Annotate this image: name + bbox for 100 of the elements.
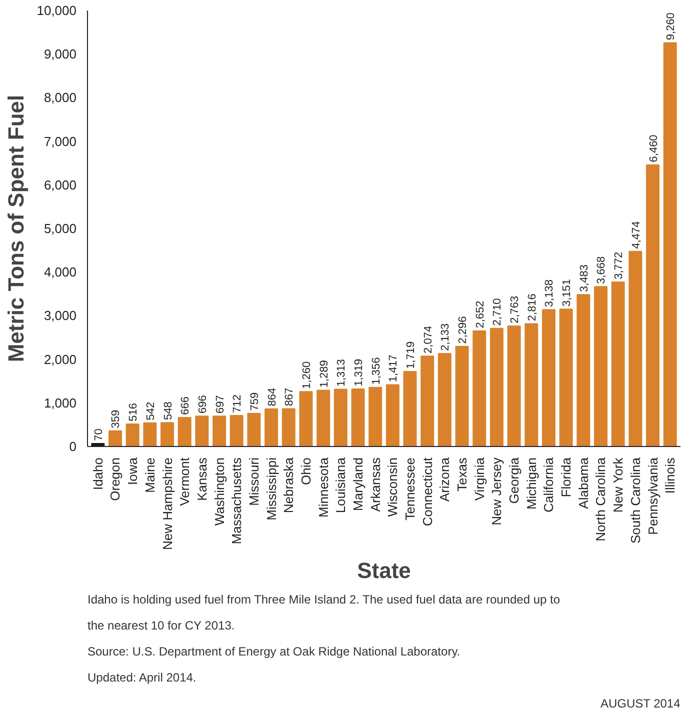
bar [316, 390, 330, 446]
x-tick-label: Alabama [576, 456, 591, 509]
data-label: 3,483 [578, 264, 590, 292]
y-axis-title: Metric Tons of Spent Fuel [4, 94, 29, 362]
x-tick-label: North Carolina [593, 456, 608, 542]
data-label: 2,710 [492, 298, 504, 326]
x-tick-label: Arizona [437, 456, 452, 502]
bar [611, 282, 625, 446]
x-tick-label: Ohio [298, 457, 314, 485]
bar [646, 164, 660, 446]
y-tick-label: 4,000 [44, 264, 77, 280]
x-tick-label: Missouri [246, 457, 262, 506]
x-tick-label: Massachusetts [229, 457, 244, 544]
bar [212, 416, 226, 446]
bar [628, 250, 642, 446]
y-tick-label: 5,000 [44, 221, 77, 236]
data-label: 9,260 [665, 12, 678, 40]
data-label: 542 [144, 402, 157, 420]
x-tick-label: Pennsylvania [645, 456, 660, 535]
y-tick-label: 0 [69, 439, 77, 454]
data-label: 1,260 [300, 361, 313, 389]
bar [594, 286, 608, 446]
x-tick-label: Georgia [506, 456, 522, 504]
bar [282, 408, 296, 446]
data-label: 3,668 [596, 256, 608, 284]
y-tick-label: 3,000 [44, 308, 77, 324]
x-tick-label: Connecticut [420, 457, 435, 526]
bar [472, 330, 486, 446]
data-label: 3,151 [561, 278, 574, 306]
x-tick-label: Vermont [177, 457, 192, 506]
text: Idaho is holding used fuel from Three Mile Island 2. The used fuel data are rounded up to the nearest 10 for CY 2013. [88, 592, 560, 632]
x-tick-label: Wisconsin [385, 457, 400, 517]
data-label: 6,460 [648, 134, 660, 162]
data-label: 696 [196, 395, 209, 414]
bar [247, 412, 261, 446]
bar [524, 323, 538, 446]
x-tick-label: Arkansas [368, 457, 383, 512]
x-tick-label: Michigan [524, 457, 539, 510]
x-tick-label: California [541, 456, 556, 512]
data-label: 759 [248, 392, 261, 411]
x-tick-label: Nebraska [281, 456, 296, 514]
bar [368, 386, 382, 446]
data-label: 1,719 [405, 341, 418, 369]
x-tick-label: Oregon [108, 457, 123, 501]
data-label: 697 [214, 395, 226, 414]
source-note: Source: U.S. Department of Energy at Oak Ridge National Laboratory. [88, 644, 460, 658]
y-tick-label: 1,000 [44, 395, 77, 410]
data-label: 516 [128, 403, 140, 422]
data-label: 70 [92, 428, 105, 441]
x-tick-label: New Hampshire [160, 457, 175, 550]
x-axis-title: State [357, 558, 411, 583]
bar [230, 414, 244, 446]
text: AUGUST 2014 [600, 696, 681, 710]
x-tick-label: Kansas [194, 457, 210, 501]
x-tick-label: New Jersey [489, 457, 504, 526]
x-tick-label: Washington [212, 457, 227, 526]
data-label: 1,319 [352, 358, 365, 386]
x-tick-label: New York [610, 457, 626, 513]
bar [334, 388, 348, 446]
data-label: 3,772 [613, 252, 626, 280]
x-tick-label: Idaho [90, 457, 106, 490]
bar [195, 416, 209, 446]
bar [143, 422, 157, 446]
y-tick-label: 7,000 [44, 134, 77, 149]
data-label: 359 [110, 410, 122, 428]
bar [490, 328, 504, 446]
x-tick-label: Tennessee [402, 457, 418, 520]
bar [386, 384, 400, 446]
text: Updated: April 2014. [88, 670, 196, 684]
data-label: 1,313 [336, 359, 348, 387]
bar [351, 388, 365, 446]
bar [663, 42, 677, 446]
data-label: 2,763 [509, 296, 522, 324]
bar [438, 353, 452, 446]
data-label: 864 [266, 388, 278, 406]
x-tick-label: Louisiana [333, 456, 348, 514]
bar [160, 422, 174, 446]
y-tick-label: 9,000 [44, 46, 77, 62]
bar [507, 326, 521, 446]
bar [178, 416, 192, 446]
data-label: 867 [284, 388, 296, 406]
data-label: 712 [232, 394, 244, 413]
x-tick-label: Florida [558, 456, 574, 498]
data-label: 2,652 [474, 300, 486, 328]
x-tick-label: Maryland [350, 458, 366, 511]
bar [126, 424, 140, 446]
x-tick-label: Iowa [125, 456, 140, 485]
data-label: 2,074 [422, 326, 434, 354]
bar [420, 356, 434, 446]
bar [455, 346, 469, 446]
y-tick-label: 2,000 [44, 352, 77, 367]
y-tick-label: 6,000 [44, 177, 77, 192]
x-tick-label: Minnesota [316, 456, 331, 518]
bar [264, 408, 278, 446]
data-label: 1,289 [318, 360, 330, 388]
data-label: 548 [162, 402, 174, 420]
bar [108, 430, 122, 446]
data-label: 3,138 [544, 280, 556, 308]
data-label: 1,417 [388, 354, 400, 382]
data-label: 2,816 [526, 294, 538, 322]
